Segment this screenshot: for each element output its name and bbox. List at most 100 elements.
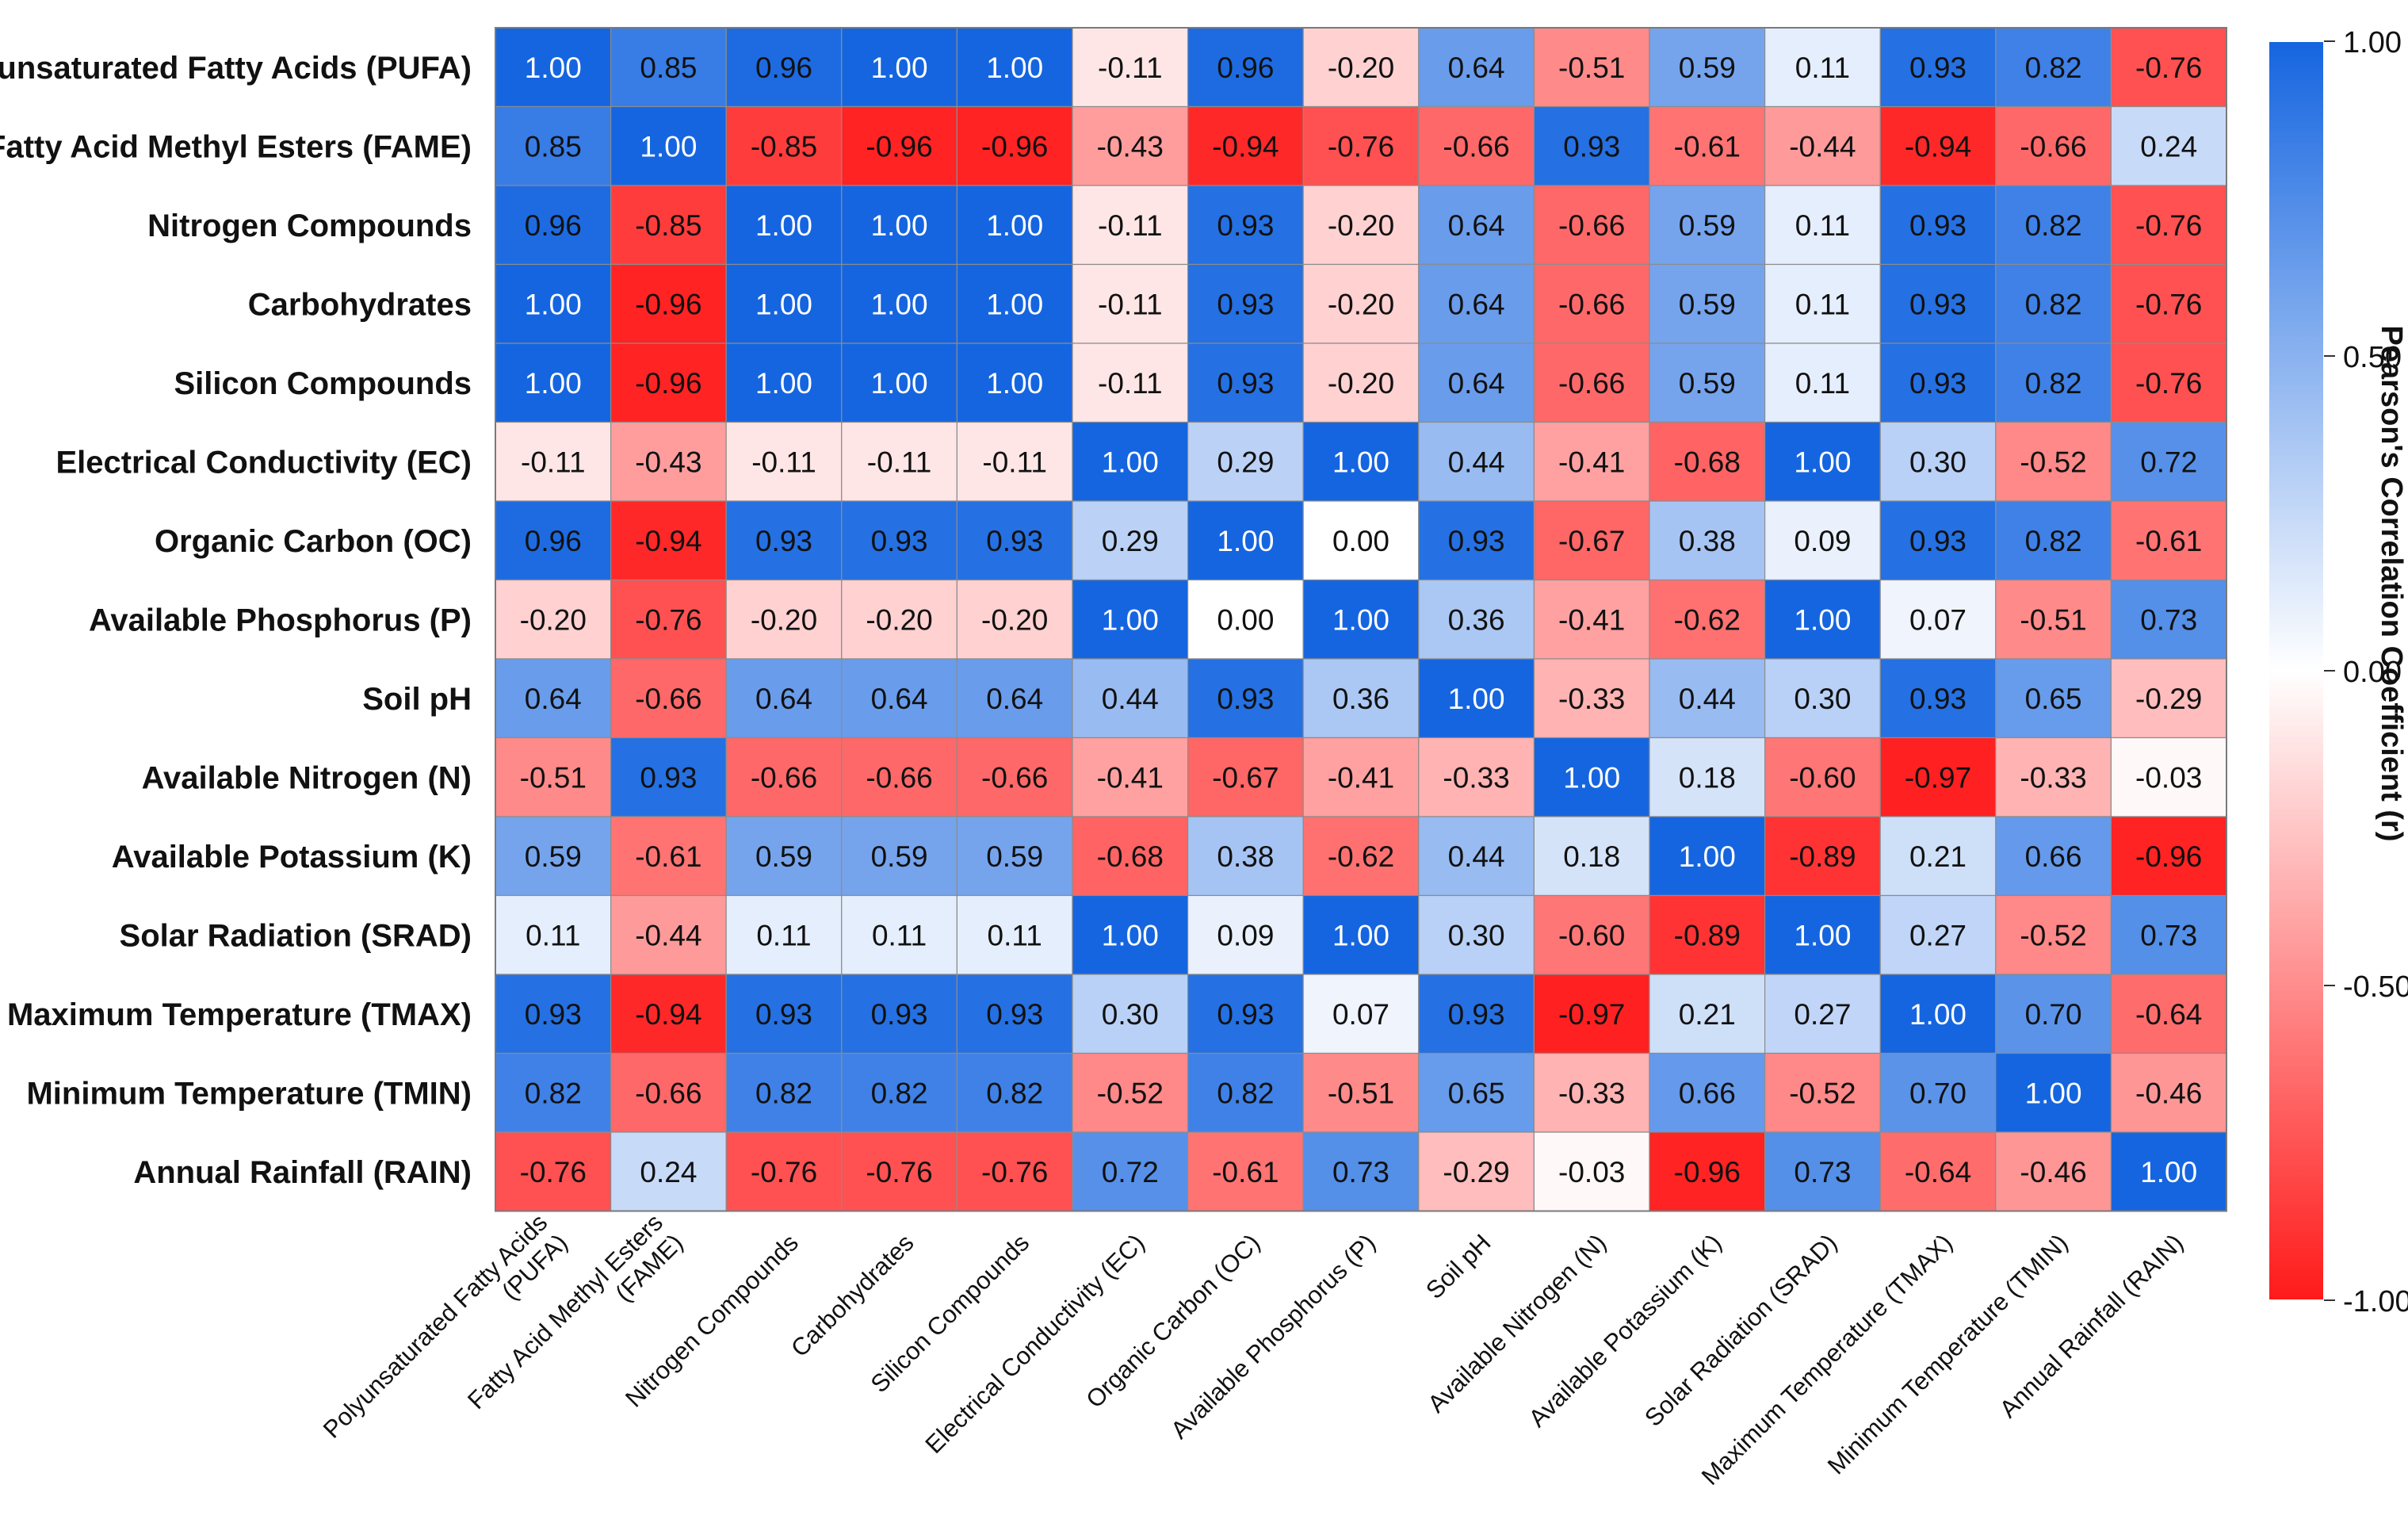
cell-value-label: 0.11 (526, 919, 580, 951)
cell-value-label: -0.76 (2135, 367, 2202, 400)
heatmap-cell (1649, 737, 1766, 817)
cell-value-label: -0.94 (1212, 130, 1279, 163)
heatmap-cell (610, 974, 727, 1054)
cell-value-label: 0.44 (1448, 840, 1505, 873)
cell-value-label: -0.51 (2020, 603, 2086, 636)
cell-value-label: -0.29 (1443, 1156, 1509, 1188)
cell-value-label: 1.00 (1102, 919, 1159, 951)
cell-value-label: -0.61 (1674, 130, 1741, 163)
heatmap-cell (1187, 816, 1304, 897)
heatmap-cell (1649, 263, 1766, 344)
cell-value-label: -0.66 (1558, 209, 1625, 242)
colorbar-tick-label: -1.00 (2343, 1285, 2408, 1318)
cell-value-label: -0.43 (1097, 130, 1164, 163)
cell-value-label: 0.82 (1217, 1077, 1274, 1109)
cell-value-label: 1.00 (986, 367, 1043, 400)
cell-value-label: 1.00 (1332, 603, 1389, 636)
heatmap-cell (1764, 1131, 1881, 1212)
heatmap-cell (1533, 27, 1650, 108)
row-label: Silicon Compounds (174, 366, 472, 401)
heatmap-cell (1533, 894, 1650, 975)
heatmap-cell (1072, 658, 1189, 739)
heatmap-cell (1533, 421, 1650, 502)
cell-value-label: 0.82 (871, 1077, 928, 1109)
heatmap-cell (495, 185, 612, 266)
colorbar-tick-label: -0.50 (2343, 970, 2408, 1004)
heatmap-cell (1302, 421, 1420, 502)
heatmap-cell (610, 816, 727, 897)
column-label: Solar Radiation (SRAD) (1639, 1229, 1842, 1432)
heatmap-cell (1187, 105, 1304, 186)
row-label: Electrical Conductivity (EC) (55, 445, 472, 480)
cell-value-label: 0.44 (1679, 683, 1736, 715)
cell-value-label: 1.00 (1794, 446, 1851, 478)
cell-value-label: -0.11 (867, 446, 932, 478)
cell-value-label: -0.66 (866, 761, 932, 794)
cell-value-label: 0.59 (871, 840, 928, 873)
cell-value-label: 0.11 (1795, 367, 1850, 400)
heatmap-cell (495, 500, 612, 581)
colorbar-label: Pearson's Correlation Coefficient (r) (2375, 326, 2408, 842)
heatmap-cell (1418, 579, 1535, 660)
row-label: Nitrogen Compounds (147, 209, 472, 243)
cell-value-label: 0.96 (755, 52, 812, 84)
heatmap-cell (841, 500, 958, 581)
cell-value-label: -0.33 (2020, 761, 2086, 794)
cell-value-label: 0.93 (1448, 998, 1505, 1031)
cell-value-label: -0.11 (1098, 209, 1163, 242)
cell-value-label: 1.00 (871, 288, 928, 320)
cell-value-label: 0.93 (1448, 525, 1505, 557)
cell-value-label: -0.20 (1328, 288, 1394, 320)
cell-value-label: -0.61 (2135, 525, 2202, 557)
heatmap-cell (1879, 816, 1997, 897)
colorbar-tick-label: 0.50 (2343, 341, 2402, 374)
cell-value-label: -0.66 (981, 761, 1048, 794)
heatmap-cell (1187, 1131, 1304, 1212)
column-label: Available Potassium (K) (1523, 1229, 1727, 1433)
heatmap-cell (1418, 263, 1535, 344)
cell-value-label: 1.00 (1332, 919, 1389, 951)
heatmap-cell (1418, 1052, 1535, 1133)
heatmap-cell (1072, 185, 1189, 266)
column-label-line: Soil pH (1420, 1229, 1496, 1304)
cell-value-label: 0.64 (525, 683, 582, 715)
heatmap-cell (956, 658, 1073, 739)
cell-value-label: 0.82 (2025, 209, 2082, 242)
cell-value-label: -0.60 (1789, 761, 1856, 794)
heatmap-cell (1764, 343, 1881, 423)
cell-value-label: 1.00 (1448, 683, 1505, 715)
heatmap-cell (1418, 816, 1535, 897)
cell-value-label: -0.94 (635, 525, 701, 557)
heatmap-border (495, 27, 2227, 1212)
heatmap-cell (956, 263, 1073, 344)
cell-value-label: 0.93 (986, 525, 1043, 557)
heatmap-cell (841, 105, 958, 186)
cell-value-label: -0.52 (1097, 1077, 1164, 1109)
column-label-line: Solar Radiation (SRAD) (1639, 1229, 1842, 1432)
heatmap-cell (841, 974, 958, 1054)
row-label: Organic Carbon (OC) (155, 524, 472, 559)
heatmap-cell (1418, 421, 1535, 502)
column-label: Minimum Temperature (TMIN) (1822, 1229, 2074, 1480)
cell-value-label: 0.66 (2025, 840, 2082, 873)
heatmap-cell (1418, 185, 1535, 266)
cell-value-label: 0.93 (1217, 683, 1274, 715)
cell-value-label: 0.36 (1448, 603, 1505, 636)
cell-value-label: -0.61 (635, 840, 701, 873)
cell-value-label: -0.44 (1789, 130, 1856, 163)
cell-value-label: 0.93 (1217, 367, 1274, 400)
cell-value-label: 0.93 (1217, 288, 1274, 320)
cell-value-label: 0.64 (1448, 209, 1505, 242)
heatmap-cell (725, 421, 843, 502)
heatmap-cell (2110, 816, 2227, 897)
cell-value-label: 0.11 (872, 919, 927, 951)
heatmap-cell (1418, 658, 1535, 739)
column-label-line: Minimum Temperature (TMIN) (1822, 1229, 2074, 1480)
cell-value-label: -0.64 (2135, 998, 2202, 1031)
heatmap-cell (725, 737, 843, 817)
cell-value-label: 1.00 (2025, 1077, 2082, 1109)
cell-value-label: 0.30 (1794, 683, 1851, 715)
cell-value-label: -0.76 (635, 603, 701, 636)
cell-value-label: 0.93 (1909, 52, 1967, 84)
heatmap-cell (841, 263, 958, 344)
